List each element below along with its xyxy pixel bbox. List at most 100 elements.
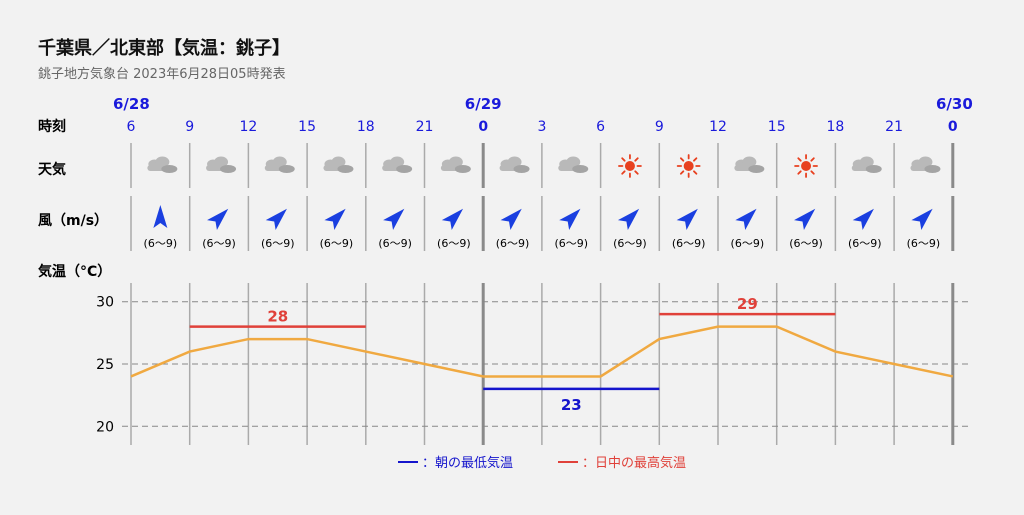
cloud-part [278,165,295,173]
sun-core [683,161,694,171]
cloud-part [220,165,237,173]
cloud-part [918,156,933,168]
cloud-part [337,165,354,173]
row-label-temp: 気温（°C） [38,263,111,280]
cloud-icon [910,156,941,173]
cloud-part [572,165,589,173]
wind-arrow-icon [500,208,522,231]
wind-arrow-icon [383,208,405,231]
wind-speed-label: (6〜9) [613,237,647,250]
cloud-part [507,156,522,168]
cloud-part [448,156,463,168]
wind-arrow-icon [617,208,640,231]
hour-label: 6 [127,119,136,135]
cloud-icon [264,156,295,173]
sun-core [624,161,635,171]
cloud-icon [382,156,413,173]
page-title: 千葉県／北東部【気温：銚子】 [38,38,290,59]
sun-ray [797,170,802,175]
cloud-part [390,156,405,168]
wind-speed-label: (6〜9) [437,237,471,250]
legend-min-swatch [398,460,418,463]
date-label: 6/28 [113,95,150,113]
wind-speed-label: (6〜9) [496,237,530,250]
cloud-part [161,165,178,173]
hour-label: 12 [709,119,727,135]
sun-core [801,161,812,171]
cloud-icon [558,156,589,173]
sun-ray [634,170,639,175]
cloud-part [272,156,287,168]
legend-min-label: ：朝の最低気温 [422,456,514,471]
max-temp-label: 29 [737,295,758,313]
wind-arrow-shape [324,208,346,231]
hour-label: 0 [478,119,488,135]
wind-arrow-shape [676,208,698,231]
wind-speed-label: (6〜9) [202,237,236,250]
cloud-icon [323,156,354,173]
hour-label: 0 [948,119,958,135]
wind-arrow-icon [676,208,698,231]
wind-speed-label: (6〜9) [261,237,295,250]
sun-ray [797,157,802,162]
wind-speed-label: (6〜9) [907,237,941,250]
cloud-part [454,165,471,173]
sun-ray [621,157,626,162]
cloud-part [513,165,530,173]
wind-arrow-icon [911,208,933,231]
cloud-part [924,165,941,173]
row-label-wind: 風（m/s） [38,213,108,229]
cloud-icon [499,156,530,173]
cloud-part [859,156,874,168]
wind-arrow-shape [441,208,464,231]
wind-arrow-shape [500,208,522,231]
cloud-part [214,156,229,168]
wind-speed-label: (6〜9) [672,237,706,250]
sun-ray [621,170,626,175]
y-tick-label: 25 [96,357,114,373]
legend-max-label: ：日中の最高気温 [582,456,687,471]
cloud-part [865,165,882,173]
wind-speed-label: (6〜9) [554,237,588,250]
hour-label: 18 [826,119,844,135]
y-tick-label: 30 [96,295,114,311]
wind-arrow-shape [265,208,287,231]
row-label-weather: 天気 [38,161,66,178]
legend-max: ：日中の最高気温 [558,452,686,471]
hour-label: 3 [537,119,546,135]
cloud-part [748,165,765,173]
sun-ray [679,157,685,162]
wind-arrow-icon [153,205,168,228]
date-label: 6/29 [465,95,502,113]
wind-arrow-icon [207,208,229,231]
wind-arrow-icon [324,208,346,231]
cloud-part [566,156,581,168]
wind-arrow-icon [265,208,287,231]
cloud-icon [851,156,882,173]
hour-label: 9 [185,119,194,135]
wind-speed-label: (6〜9) [320,237,354,250]
cloud-part [396,165,413,173]
wind-arrow-shape [794,208,816,231]
wind-speed-label: (6〜9) [144,237,178,250]
wind-arrow-shape [207,208,229,231]
sun-ray [810,170,815,175]
cloud-icon [734,156,765,173]
cloud-part [155,156,170,168]
hour-label: 21 [885,119,903,135]
wind-arrow-shape [153,205,168,228]
wind-arrow-icon [794,208,816,231]
wind-arrow-shape [911,208,933,231]
cloud-icon [440,156,471,173]
hour-label: 15 [298,119,316,135]
row-label-time: 時刻 [38,118,66,135]
wind-speed-label: (6〜9) [848,237,882,250]
wind-arrow-shape [559,208,581,231]
sun-ray [693,170,698,175]
wind-arrow-shape [735,208,757,231]
legend-min: ：朝の最低気温 [398,452,513,471]
min-temp-label: 23 [561,396,582,414]
cloud-icon [147,156,178,173]
sun-icon [618,154,642,178]
